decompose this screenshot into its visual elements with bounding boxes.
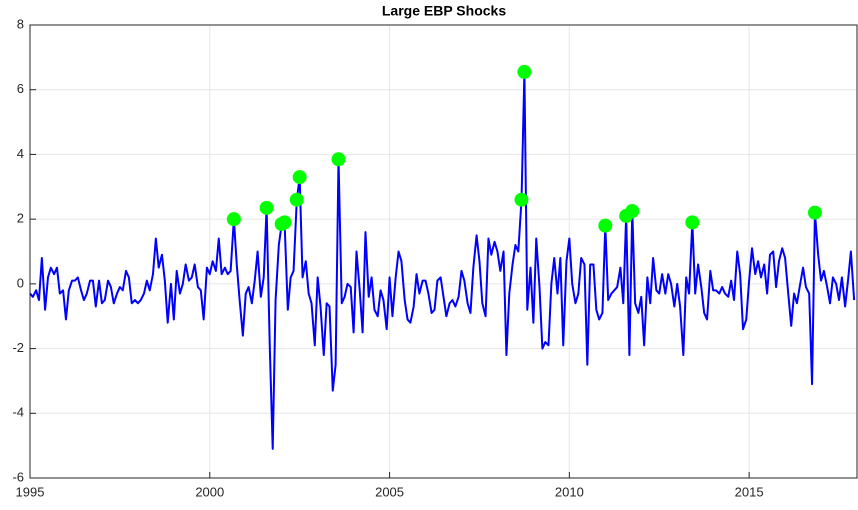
x-tick-label: 1995 — [16, 484, 45, 499]
x-tick-label: 2010 — [555, 484, 584, 499]
shock-marker — [625, 204, 640, 219]
x-tick-label: 2000 — [195, 484, 224, 499]
x-tick-label: 2005 — [375, 484, 404, 499]
y-tick-label: 8 — [17, 16, 24, 31]
x-tick-label: 2015 — [735, 484, 764, 499]
shock-marker — [517, 64, 532, 79]
shock-marker — [685, 215, 700, 230]
shock-marker — [514, 192, 529, 207]
y-tick-label: 0 — [17, 275, 24, 290]
chart-title: Large EBP Shocks — [382, 3, 506, 19]
shock-marker — [259, 200, 274, 215]
shock-marker — [277, 215, 292, 230]
shock-marker — [331, 152, 346, 167]
tick-labels: -6 -4 -2 0 2 4 6 8 1995 2000 2005 2010 2015 — [12, 16, 763, 499]
y-tick-label: 6 — [17, 81, 24, 96]
axes-box — [29, 24, 858, 479]
shock-marker — [226, 212, 241, 227]
y-tick-label: -6 — [12, 469, 24, 484]
shock-marker — [292, 170, 307, 185]
y-tick-label: 4 — [17, 146, 24, 161]
shock-marker — [598, 218, 613, 233]
data-line — [29, 70, 856, 450]
y-tick-label: -2 — [12, 340, 24, 355]
plot-area — [29, 64, 856, 450]
y-tick-label: 2 — [17, 211, 24, 226]
y-tick-label: -4 — [12, 405, 24, 420]
shock-marker — [289, 192, 304, 207]
shock-marker — [807, 205, 822, 220]
